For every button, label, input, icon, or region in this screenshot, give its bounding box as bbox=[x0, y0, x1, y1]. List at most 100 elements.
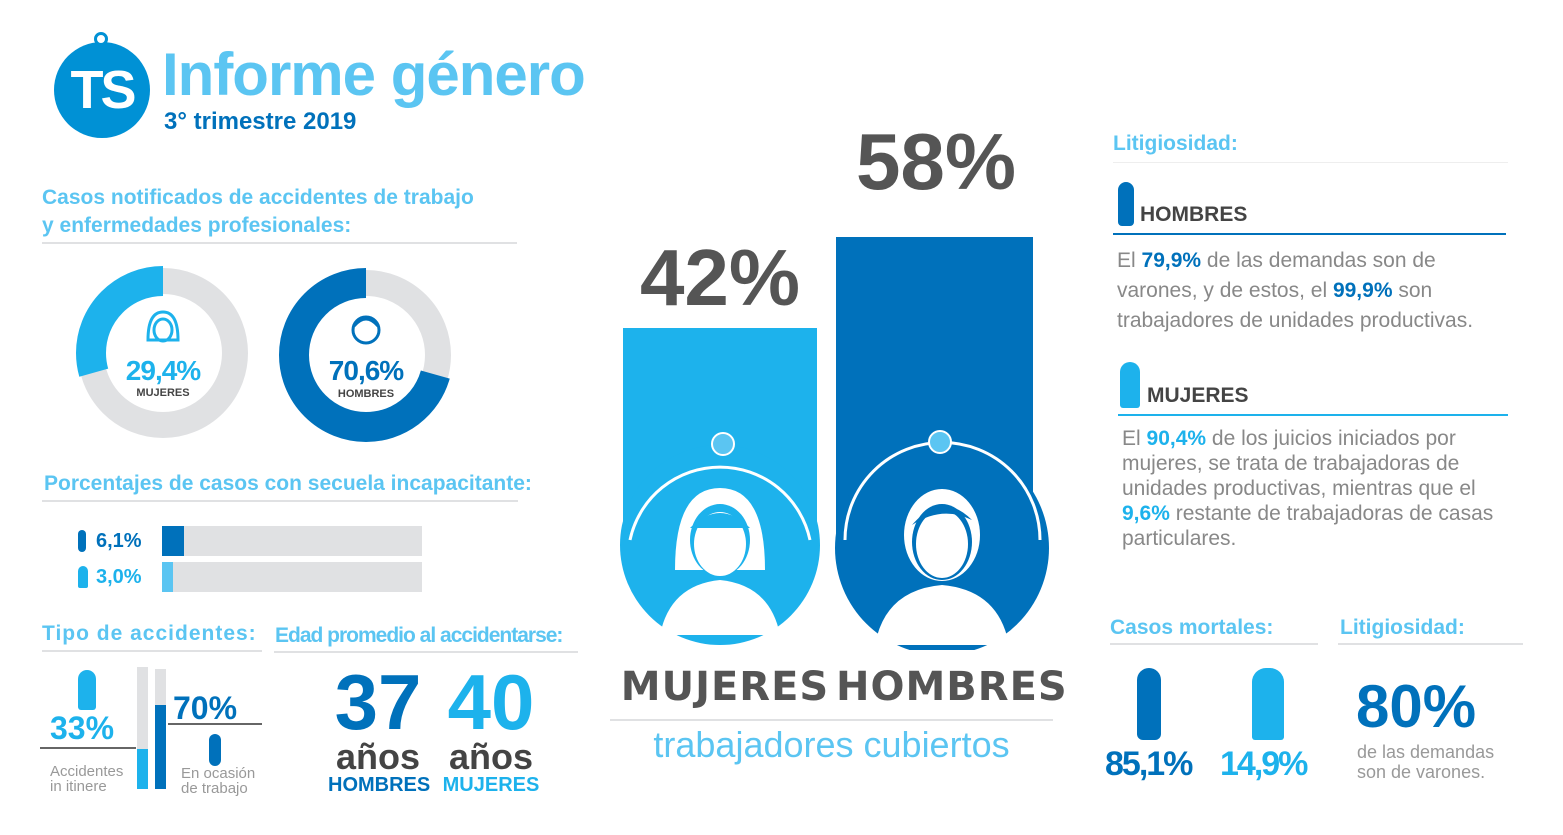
logo-ring-dot bbox=[94, 32, 108, 46]
text: de las demandas son de varones, y de est… bbox=[1117, 249, 1436, 302]
divider bbox=[42, 242, 517, 244]
text: El bbox=[1122, 427, 1147, 450]
highlight-value: 79,9% bbox=[1141, 249, 1202, 272]
label-line: En ocasión bbox=[181, 765, 256, 782]
secuela-value: 6,1% bbox=[96, 530, 142, 552]
edad-unit: años bbox=[335, 736, 421, 777]
logo: TS bbox=[54, 42, 150, 138]
text: de los juicios iniciados por mujeres, se… bbox=[1122, 427, 1476, 500]
mortales-mujeres-pct: 14,9% bbox=[1220, 745, 1308, 783]
man-face-icon bbox=[351, 315, 381, 345]
mujeres-pct: 29,4% bbox=[125, 355, 201, 386]
ring-dot bbox=[928, 430, 952, 454]
edad-title: Edad promedio al accidentarse: bbox=[275, 624, 563, 647]
divider bbox=[1338, 643, 1523, 645]
text: son trabajadores de unidades productivas… bbox=[1117, 279, 1474, 332]
edad-label: MUJERES bbox=[442, 774, 540, 796]
divider bbox=[1113, 233, 1506, 235]
bar-track-itinere bbox=[137, 667, 148, 789]
highlight-value: 99,9% bbox=[1332, 279, 1393, 302]
cubiertos-pct-mujeres: 42% bbox=[639, 233, 801, 322]
litig-title: Litigiosidad: bbox=[1113, 132, 1238, 155]
donut-arc-hombres bbox=[279, 268, 453, 442]
trabajo-pct: 70% bbox=[173, 690, 238, 726]
secuela-row-hombres: 6,1% bbox=[76, 526, 426, 556]
mujeres-label: MUJERES bbox=[136, 387, 190, 399]
label-line: in itinere bbox=[50, 778, 107, 795]
divider bbox=[1113, 162, 1508, 163]
highlight-value: 90,4% bbox=[1146, 427, 1207, 450]
divider bbox=[42, 650, 262, 652]
litig2-value: 80% bbox=[1356, 673, 1477, 740]
ring-arc bbox=[628, 465, 812, 541]
caption-line: de las demandas bbox=[1357, 742, 1495, 762]
page-subtitle: 3° trimestre 2019 bbox=[164, 108, 357, 135]
cubiertos-caption: trabajadores cubiertos bbox=[653, 724, 1010, 765]
secuela-value: 3,0% bbox=[96, 566, 142, 588]
man-face-icon bbox=[875, 489, 1009, 645]
cubiertos-label-mujeres: MUJERES bbox=[620, 664, 830, 710]
text: El bbox=[1117, 249, 1142, 272]
logo-text: TS bbox=[70, 60, 136, 120]
bar-fill bbox=[162, 526, 184, 556]
secuela-row-mujeres: 3,0% bbox=[76, 562, 426, 592]
bar-fill bbox=[162, 562, 173, 592]
cubiertos-label-hombres: HOMBRES bbox=[836, 664, 1068, 710]
tipo-title: Tipo de accidentes: bbox=[42, 622, 257, 645]
woman-face-icon bbox=[660, 488, 780, 635]
label-line: de trabajo bbox=[181, 780, 248, 797]
divider bbox=[42, 500, 518, 502]
trabajo-label: En ocasión de trabajo bbox=[181, 766, 255, 796]
mortales-title: Casos mortales: bbox=[1110, 616, 1274, 639]
woman-icon bbox=[1120, 362, 1140, 408]
litig-hombres-text: El 79,9% de las demandas son de varones,… bbox=[1117, 246, 1512, 336]
man-icon bbox=[78, 530, 86, 552]
text: restante de trabajadoras de casas partic… bbox=[1122, 502, 1494, 550]
divider bbox=[1110, 643, 1318, 645]
man-icon bbox=[1118, 182, 1134, 226]
edad-mujeres: 40 años MUJERES bbox=[440, 658, 542, 797]
edad-value: 37 bbox=[334, 658, 422, 746]
man-icon bbox=[209, 734, 221, 766]
divider bbox=[1118, 414, 1508, 416]
leader-line bbox=[168, 723, 262, 725]
hombres-label: HOMBRES bbox=[337, 388, 395, 400]
edad-unit: años bbox=[448, 736, 534, 777]
man-icon bbox=[1137, 668, 1161, 740]
litig-hombres-label: HOMBRES bbox=[1140, 203, 1248, 226]
itinere-pct: 33% bbox=[50, 710, 115, 746]
label-line: Accidentes bbox=[50, 763, 124, 780]
divider bbox=[610, 719, 1053, 721]
ring-dot bbox=[711, 432, 735, 456]
bar-fill bbox=[155, 705, 166, 789]
secuela-title: Porcentajes de casos con secuela incapac… bbox=[44, 472, 532, 495]
page-title: Informe género bbox=[162, 41, 586, 108]
edad-value: 40 bbox=[447, 658, 535, 746]
bar-fill bbox=[137, 748, 148, 789]
edad-label: HOMBRES bbox=[328, 774, 431, 796]
casos-title-line1: Casos notificados de accidentes de traba… bbox=[42, 186, 474, 209]
litig-mujeres-label: MUJERES bbox=[1147, 384, 1249, 407]
litig2-caption: de las demandas son de varones. bbox=[1357, 742, 1494, 782]
bar-track bbox=[162, 526, 422, 556]
itinere-label: Accidentes in itinere bbox=[50, 764, 123, 794]
caption-line: son de varones. bbox=[1357, 762, 1486, 782]
cubiertos-pct-hombres: 58% bbox=[855, 117, 1017, 206]
hombres-pct: 70,6% bbox=[328, 355, 404, 386]
bar-track bbox=[162, 562, 422, 592]
woman-icon bbox=[78, 670, 96, 710]
litig-mujeres-text: El 90,4% de los juicios iniciados por mu… bbox=[1122, 426, 1502, 551]
edad-hombres: 37 años HOMBRES bbox=[328, 658, 431, 797]
leader-line bbox=[40, 747, 136, 749]
litig2-title: Litigiosidad: bbox=[1340, 616, 1465, 639]
woman-icon bbox=[78, 566, 88, 588]
woman-icon bbox=[1252, 668, 1284, 740]
gender-avatars bbox=[620, 430, 1049, 650]
casos-title: Casos notificados de accidentes de traba… bbox=[42, 184, 474, 240]
donut-charts bbox=[76, 266, 453, 442]
mortales-hombres-pct: 85,1% bbox=[1105, 745, 1193, 783]
donut-arc-mujeres bbox=[76, 266, 250, 440]
casos-title-line2: y enfermedades profesionales: bbox=[42, 214, 352, 237]
bar-track-trabajo bbox=[155, 669, 166, 789]
divider bbox=[274, 651, 578, 653]
